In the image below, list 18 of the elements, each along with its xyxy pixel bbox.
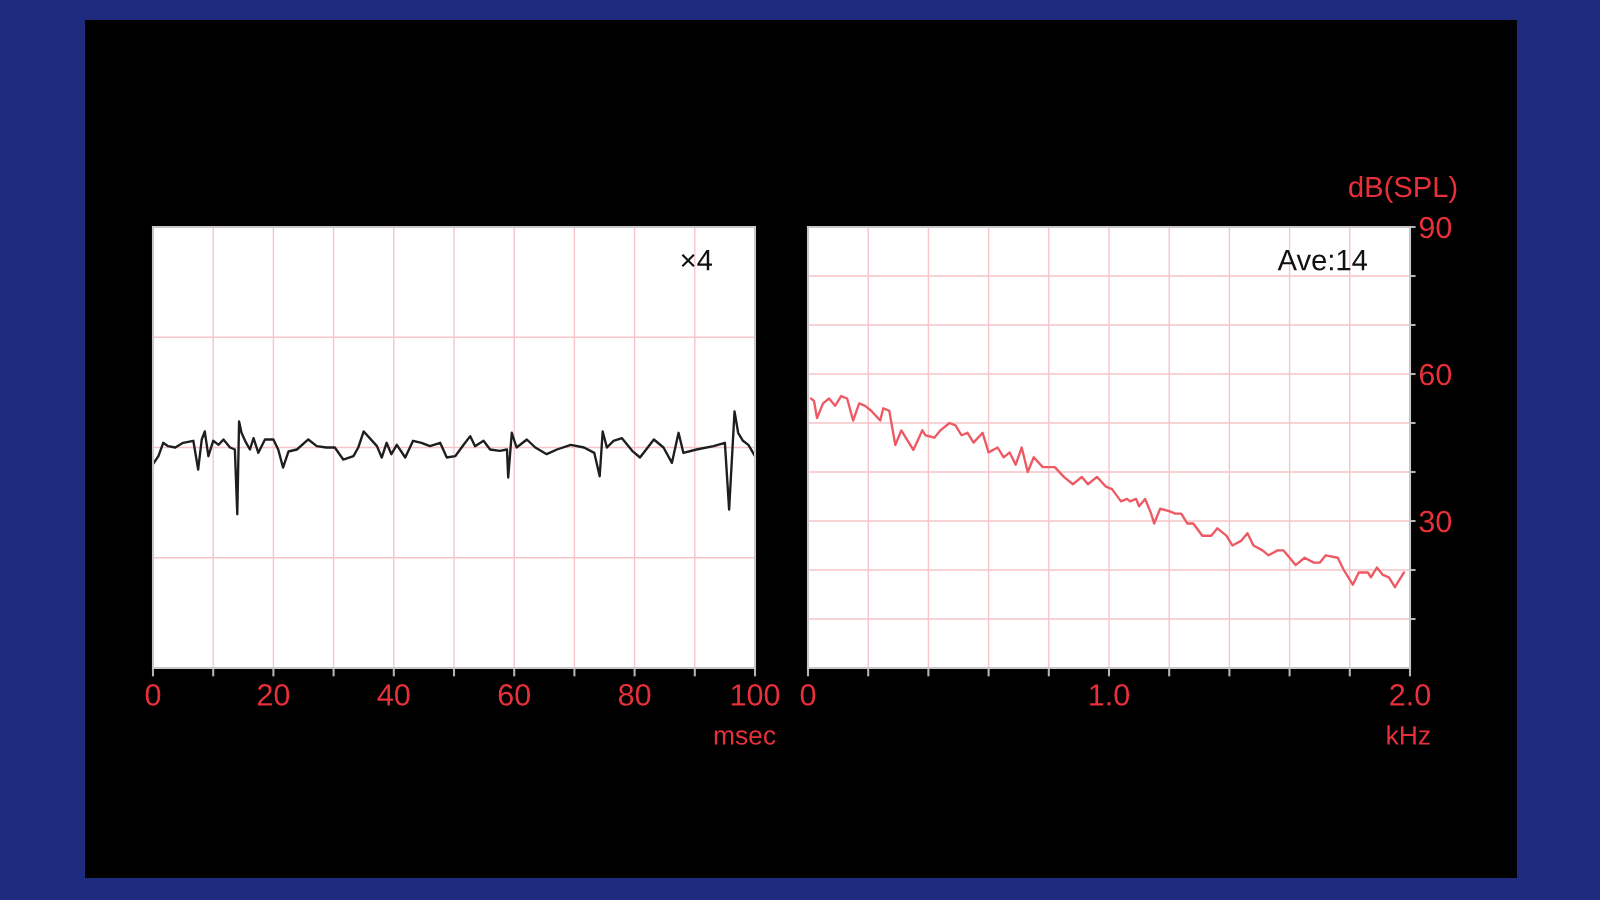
x-tick-label: 20	[257, 684, 290, 706]
y2-tick-label: 60	[1419, 363, 1452, 386]
annotation: Ave:14	[1277, 250, 1368, 271]
y2-tick-label: 30	[1419, 510, 1452, 533]
x-tick-label: 0	[145, 684, 161, 706]
x-axis-title: kHz	[1387, 725, 1430, 745]
x-tick-label: 2.0	[1390, 684, 1431, 706]
x-tick-label: 40	[377, 684, 410, 706]
x-tick-label: 1.0	[1090, 684, 1130, 706]
x-tick-label: 100	[731, 684, 780, 706]
text: ×4	[681, 250, 713, 271]
x-axis-title: msec	[714, 730, 776, 745]
x-tick-label: 80	[618, 684, 651, 706]
x-tick-label: 60	[498, 684, 530, 706]
y2-tick-label: 90	[1419, 216, 1452, 239]
x-tick-label: 0	[800, 684, 816, 706]
y2-axis-title: dB(SPL)	[1349, 175, 1457, 204]
line-series	[809, 394, 1406, 589]
